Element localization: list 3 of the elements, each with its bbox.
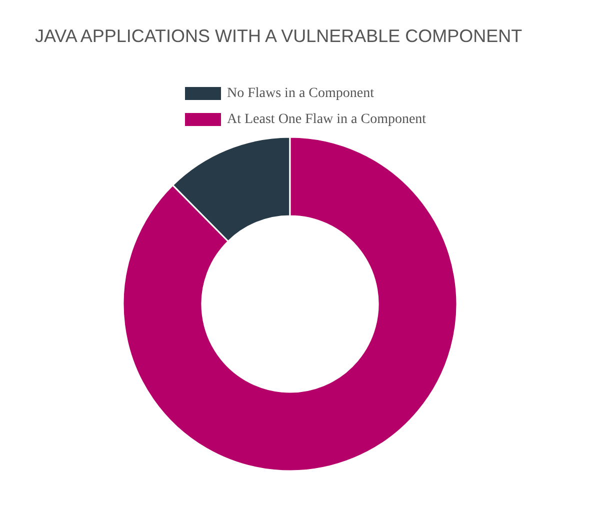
- legend-label: No Flaws in a Component: [227, 86, 374, 101]
- legend-label: At Least One Flaw in a Component: [227, 112, 426, 127]
- chart-title: JAVA APPLICATIONS WITH A VULNERABLE COMPONENT: [35, 26, 522, 46]
